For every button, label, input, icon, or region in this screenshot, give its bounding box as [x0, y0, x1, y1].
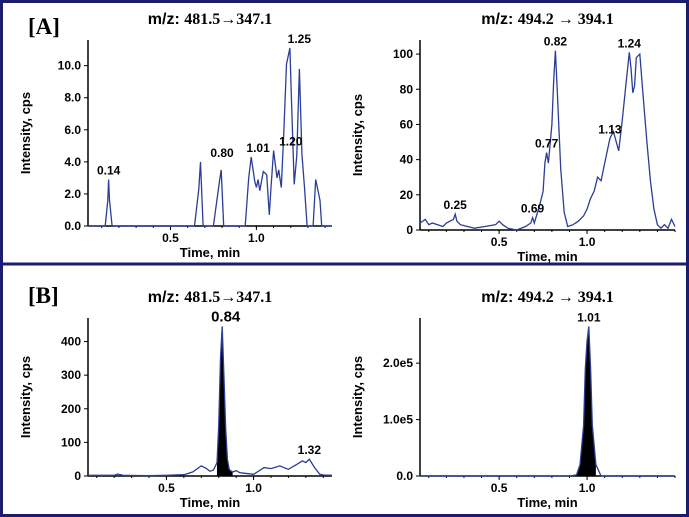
peak-label: 0.25	[443, 198, 467, 212]
y-tick-label: 0	[74, 469, 81, 483]
chart-title: m/z: 494.2 → 394.1	[481, 289, 613, 306]
y-tick-label: 6.0	[64, 123, 81, 137]
title-prefix: m/z:	[481, 289, 517, 306]
peak-label: 0.80	[210, 146, 234, 160]
y-axis-label: Intensity, cps	[350, 356, 365, 438]
peak-label: 1.13	[598, 123, 622, 137]
x-tick-label: 0.5	[491, 235, 508, 249]
y-tick-label: 2.0	[64, 187, 81, 201]
x-tick-label: 1.0	[248, 231, 265, 245]
title-prefix: m/z:	[148, 11, 184, 28]
series-line	[88, 326, 333, 477]
x-tick-label: 1.0	[579, 481, 596, 495]
y-tick-label: 4.0	[64, 155, 81, 169]
title-value: 494.2 → 394.1	[518, 11, 614, 28]
peak-label: 1.01	[246, 141, 270, 155]
x-axis-label: Time, min	[180, 245, 241, 260]
x-tick-label: 0.5	[158, 481, 175, 495]
peak-label: 0.69	[521, 202, 545, 216]
y-tick-label: 0.0	[64, 219, 81, 233]
chart-title: m/z: 494.2 → 394.1	[481, 11, 613, 28]
panel-label-b: [B]	[28, 283, 59, 308]
peak-label: 1.32	[298, 443, 322, 457]
series-line	[88, 47, 332, 227]
chart-title: m/z: 481.5→347.1	[148, 11, 272, 28]
y-tick-label: 40	[400, 153, 414, 167]
chart-title: m/z: 481.5→347.1	[148, 289, 272, 306]
peak-label: 1.20	[279, 135, 303, 149]
title-value: 481.5→347.1	[184, 11, 272, 28]
title-prefix: m/z:	[148, 289, 184, 306]
peak-label: 1.01	[577, 310, 601, 324]
y-tick-label: 60	[400, 117, 414, 131]
chart-b-right: m/z: 494.2 → 394.1 0.5 1.0 0.0 1.0e5 2.0e5 Tim…	[350, 289, 676, 510]
x-axis-label: Time, min	[517, 495, 578, 510]
peak-label: 0.14	[97, 164, 121, 178]
x-tick-label: 0.5	[491, 481, 508, 495]
series-line	[419, 50, 676, 231]
peak-label: 0.84	[211, 308, 241, 325]
y-tick-label: 20	[400, 188, 414, 202]
y-axis-label: Intensity, cps	[18, 92, 33, 174]
x-axis-label: Time, min	[517, 249, 578, 264]
y-axis-label: Intensity, cps	[350, 94, 365, 176]
x-tick-label: 0.5	[162, 231, 179, 245]
y-tick-label: 100	[61, 435, 81, 449]
x-tick-label: 1.0	[579, 235, 596, 249]
peak-label: 0.77	[535, 137, 559, 151]
x-tick-label: 1.0	[245, 481, 262, 495]
peak-label: 1.25	[288, 32, 312, 46]
y-tick-label: 2.0e5	[383, 356, 413, 370]
chart-b-left: m/z: 481.5→347.1 0.5 1.0 0 100 200 300 400 Time,…	[18, 289, 333, 510]
y-tick-label: 80	[400, 82, 414, 96]
title-prefix: m/z:	[481, 11, 517, 28]
y-tick-label: 100	[393, 47, 413, 61]
y-tick-label: 1.0e5	[383, 413, 413, 427]
y-tick-label: 400	[61, 335, 81, 349]
y-tick-label: 300	[61, 368, 81, 382]
chart-a-right: m/z: 494.2 → 394.1 0.5 1.0 0 20 40 60 80 100 Time…	[350, 11, 676, 264]
y-tick-label: 8.0	[64, 91, 81, 105]
panel-label-a: [A]	[28, 14, 60, 39]
y-tick-label: 0.0	[396, 469, 413, 483]
x-axis-label: Time, min	[180, 495, 241, 510]
title-value: 494.2 → 394.1	[518, 289, 614, 306]
series-line	[420, 326, 675, 477]
peak-label: 0.82	[544, 35, 568, 49]
y-tick-label: 0	[406, 223, 413, 237]
y-tick-label: 200	[61, 402, 81, 416]
y-tick-label: 10.0	[58, 59, 82, 73]
y-axis-label: Intensity, cps	[18, 356, 33, 438]
peak-label: 1.24	[618, 36, 642, 50]
title-value: 481.5→347.1	[184, 289, 272, 306]
peak-area	[576, 326, 596, 476]
chart-a-left: m/z: 481.5→347.1 0.5 1.0 0.0 2.0 4.0 6.0 8.0 10.…	[18, 11, 332, 260]
